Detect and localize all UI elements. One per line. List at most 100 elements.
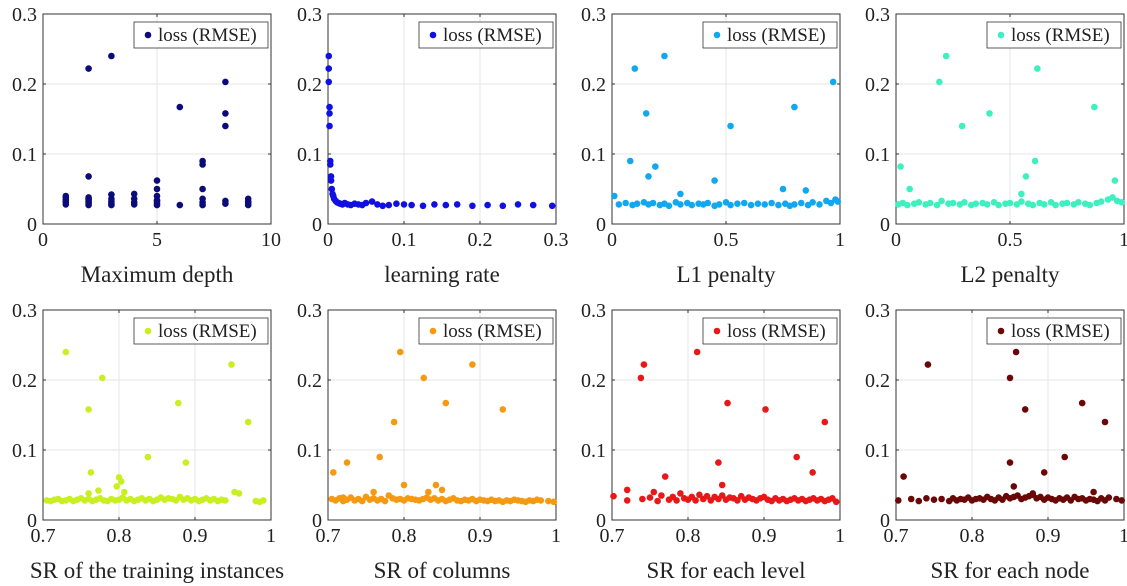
data-point [85, 173, 92, 180]
y-tick-label: 0 [596, 510, 606, 532]
x-axis-label: L1 penalty [677, 262, 776, 287]
data-point [85, 195, 92, 203]
data-point [762, 406, 769, 413]
data-point [906, 185, 913, 193]
legend: loss (RMSE) [986, 21, 1122, 49]
data-point [87, 469, 95, 476]
data-point [645, 173, 652, 180]
data-point [130, 190, 138, 198]
y-tick-label: 0.3 [865, 300, 890, 322]
data-point [983, 201, 991, 208]
data-point [327, 177, 335, 184]
data-point [637, 374, 645, 382]
legend: loss (RMSE) [418, 317, 554, 345]
data-point [85, 201, 92, 209]
data-point [469, 202, 476, 210]
x-tick-label: 0 [607, 229, 617, 251]
data-point [775, 201, 782, 209]
data-point [514, 201, 522, 208]
data-point [362, 199, 370, 207]
data-point [791, 103, 798, 111]
data-point [693, 348, 701, 356]
data-point [727, 201, 734, 209]
subplot-4: 0 0.5 1 0 0.1 0.2 0.3 L2 penalty loss (RMSE) [865, 4, 1127, 287]
data-point [827, 199, 835, 207]
data-point [631, 65, 639, 72]
data-point [453, 201, 461, 208]
x-tick-label: 0 [38, 229, 48, 251]
y-tick-label: 0.1 [865, 440, 890, 462]
data-point [1018, 190, 1025, 198]
x-axis-label: L2 penalty [961, 262, 1060, 287]
legend: loss (RMSE) [133, 21, 269, 49]
data-point [724, 399, 731, 407]
data-point [153, 185, 161, 193]
data-point [469, 361, 476, 368]
data-point [1010, 483, 1018, 490]
legend-marker [713, 31, 721, 39]
data-point [834, 198, 842, 205]
data-point [1006, 199, 1014, 207]
data-point [368, 198, 376, 205]
data-point [121, 488, 128, 496]
data-point [108, 201, 115, 209]
data-point [930, 496, 938, 504]
y-tick-label: 0 [312, 214, 322, 236]
x-tick-label: 0.8 [960, 525, 985, 547]
data-point [199, 185, 206, 193]
legend-marker [429, 327, 437, 335]
y-tick-label: 0.1 [12, 440, 37, 462]
data-point [326, 122, 333, 130]
series-points [894, 52, 1126, 209]
data-point [640, 361, 648, 368]
legend-label: loss (RMSE) [158, 321, 257, 342]
y-tick-label: 0.3 [581, 300, 606, 322]
data-point [1109, 194, 1116, 201]
data-point [176, 103, 184, 111]
data-point [802, 187, 810, 194]
legend-marker [144, 31, 152, 39]
y-tick-label: 0.2 [297, 370, 322, 392]
data-point [915, 199, 923, 206]
subplot-5: 0.7 0.8 0.9 1 0 0.1 0.2 0.3 SR of the training i… [12, 300, 284, 583]
y-tick-label: 0.2 [581, 74, 606, 96]
data-point [1040, 201, 1048, 208]
data-point [1021, 406, 1029, 413]
y-tick-label: 0.3 [581, 4, 606, 26]
data-point [652, 163, 659, 170]
data-point [339, 494, 347, 501]
data-point [358, 497, 366, 505]
data-point [1091, 103, 1098, 111]
legend-box [986, 317, 1122, 345]
data-point [665, 202, 673, 210]
legend: loss (RMSE) [702, 317, 838, 345]
x-axis-label: SR of the training instances [30, 558, 284, 583]
y-tick-label: 0.1 [297, 440, 322, 462]
data-point [108, 52, 115, 60]
data-point [754, 200, 762, 207]
legend-box [418, 317, 554, 345]
data-point [642, 110, 650, 117]
data-point [153, 177, 161, 184]
y-tick-label: 0 [880, 214, 890, 236]
legend-label: loss (RMSE) [158, 25, 257, 46]
y-tick-label: 0 [596, 214, 606, 236]
data-point [610, 192, 618, 200]
legend: loss (RMSE) [133, 317, 269, 345]
x-tick-label: 0.2 [468, 229, 493, 251]
data-point [768, 199, 775, 207]
data-point [793, 453, 800, 461]
legend-box [133, 21, 269, 49]
data-point [1113, 495, 1120, 503]
x-tick-label: 0.7 [600, 525, 625, 547]
series-points [894, 348, 1126, 505]
data-point [85, 65, 92, 72]
data-point [425, 488, 432, 496]
data-point [677, 490, 684, 497]
legend-marker [997, 31, 1005, 39]
data-point [938, 197, 945, 205]
x-tick-label: 1 [1119, 525, 1127, 547]
data-point [718, 481, 726, 489]
y-tick-label: 0 [880, 510, 890, 532]
